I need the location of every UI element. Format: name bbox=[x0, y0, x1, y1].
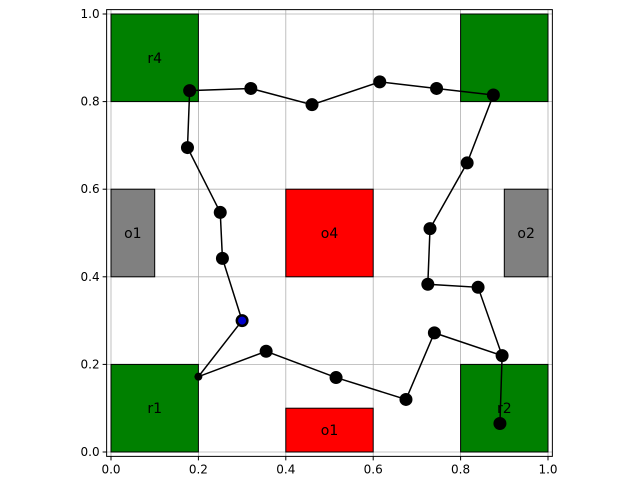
waypoint-marker bbox=[427, 326, 441, 340]
region-rect bbox=[110, 13, 199, 103]
waypoint-marker bbox=[421, 277, 435, 291]
waypoint-marker bbox=[471, 280, 485, 294]
waypoint-marker bbox=[495, 349, 509, 363]
x-tick-label: 1.0 bbox=[538, 462, 557, 476]
x-tick-label: 0.4 bbox=[276, 462, 295, 476]
small-waypoint-marker bbox=[194, 372, 203, 381]
waypoint-marker bbox=[493, 417, 507, 431]
x-tick-label: 0.2 bbox=[189, 462, 208, 476]
axes: 0.0 0.2 0.4 0.6 0.8 1.0 0.0 0.2 0.4 0.6 0.8 1.0 bbox=[81, 7, 558, 476]
region-label: o1 bbox=[124, 226, 141, 242]
waypoint-marker bbox=[259, 344, 273, 358]
waypoint-marker bbox=[373, 75, 387, 89]
region-label: o1 bbox=[321, 423, 338, 439]
region-label: o2 bbox=[517, 226, 534, 242]
y-tick-label: 0.0 bbox=[81, 445, 100, 459]
waypoint-marker bbox=[329, 371, 343, 385]
waypoints bbox=[180, 75, 509, 431]
region-rect bbox=[503, 188, 549, 278]
y-tick-label: 0.8 bbox=[81, 95, 100, 109]
waypoint-marker bbox=[486, 88, 500, 102]
regions: r4 r1 r2 o1 o2 o4 o1 bbox=[110, 13, 549, 453]
region-rect bbox=[110, 188, 156, 278]
x-tick-label: 0.0 bbox=[101, 462, 120, 476]
axes-frame bbox=[106, 9, 553, 457]
waypoint-marker bbox=[399, 392, 413, 406]
waypoint-marker bbox=[183, 84, 197, 98]
region-label: r4 bbox=[147, 51, 162, 67]
waypoint-marker bbox=[460, 156, 474, 170]
region-label: r1 bbox=[147, 401, 162, 417]
region-rect bbox=[285, 188, 374, 278]
start-marker bbox=[238, 316, 247, 325]
x-tick-label: 0.8 bbox=[451, 462, 470, 476]
region-label: o4 bbox=[321, 226, 339, 242]
region-rect bbox=[110, 363, 199, 453]
waypoint-marker bbox=[430, 81, 444, 95]
trajectory-line-lower bbox=[196, 320, 503, 424]
waypoint-marker bbox=[215, 251, 229, 265]
waypoint-marker bbox=[423, 222, 437, 236]
y-tick-label: 0.2 bbox=[81, 357, 100, 371]
region-rect bbox=[285, 407, 374, 453]
region-rect bbox=[460, 363, 549, 453]
x-tick-label: 0.6 bbox=[364, 462, 383, 476]
y-tick-label: 1.0 bbox=[81, 7, 100, 21]
y-tick-label: 0.4 bbox=[81, 270, 100, 284]
waypoint-marker bbox=[180, 141, 194, 155]
region-rect bbox=[460, 13, 549, 103]
waypoint-marker bbox=[213, 205, 227, 219]
waypoint-marker bbox=[305, 98, 319, 112]
region-label: r2 bbox=[497, 401, 512, 417]
y-tick-label: 0.6 bbox=[81, 182, 100, 196]
waypoint-marker bbox=[244, 81, 258, 95]
